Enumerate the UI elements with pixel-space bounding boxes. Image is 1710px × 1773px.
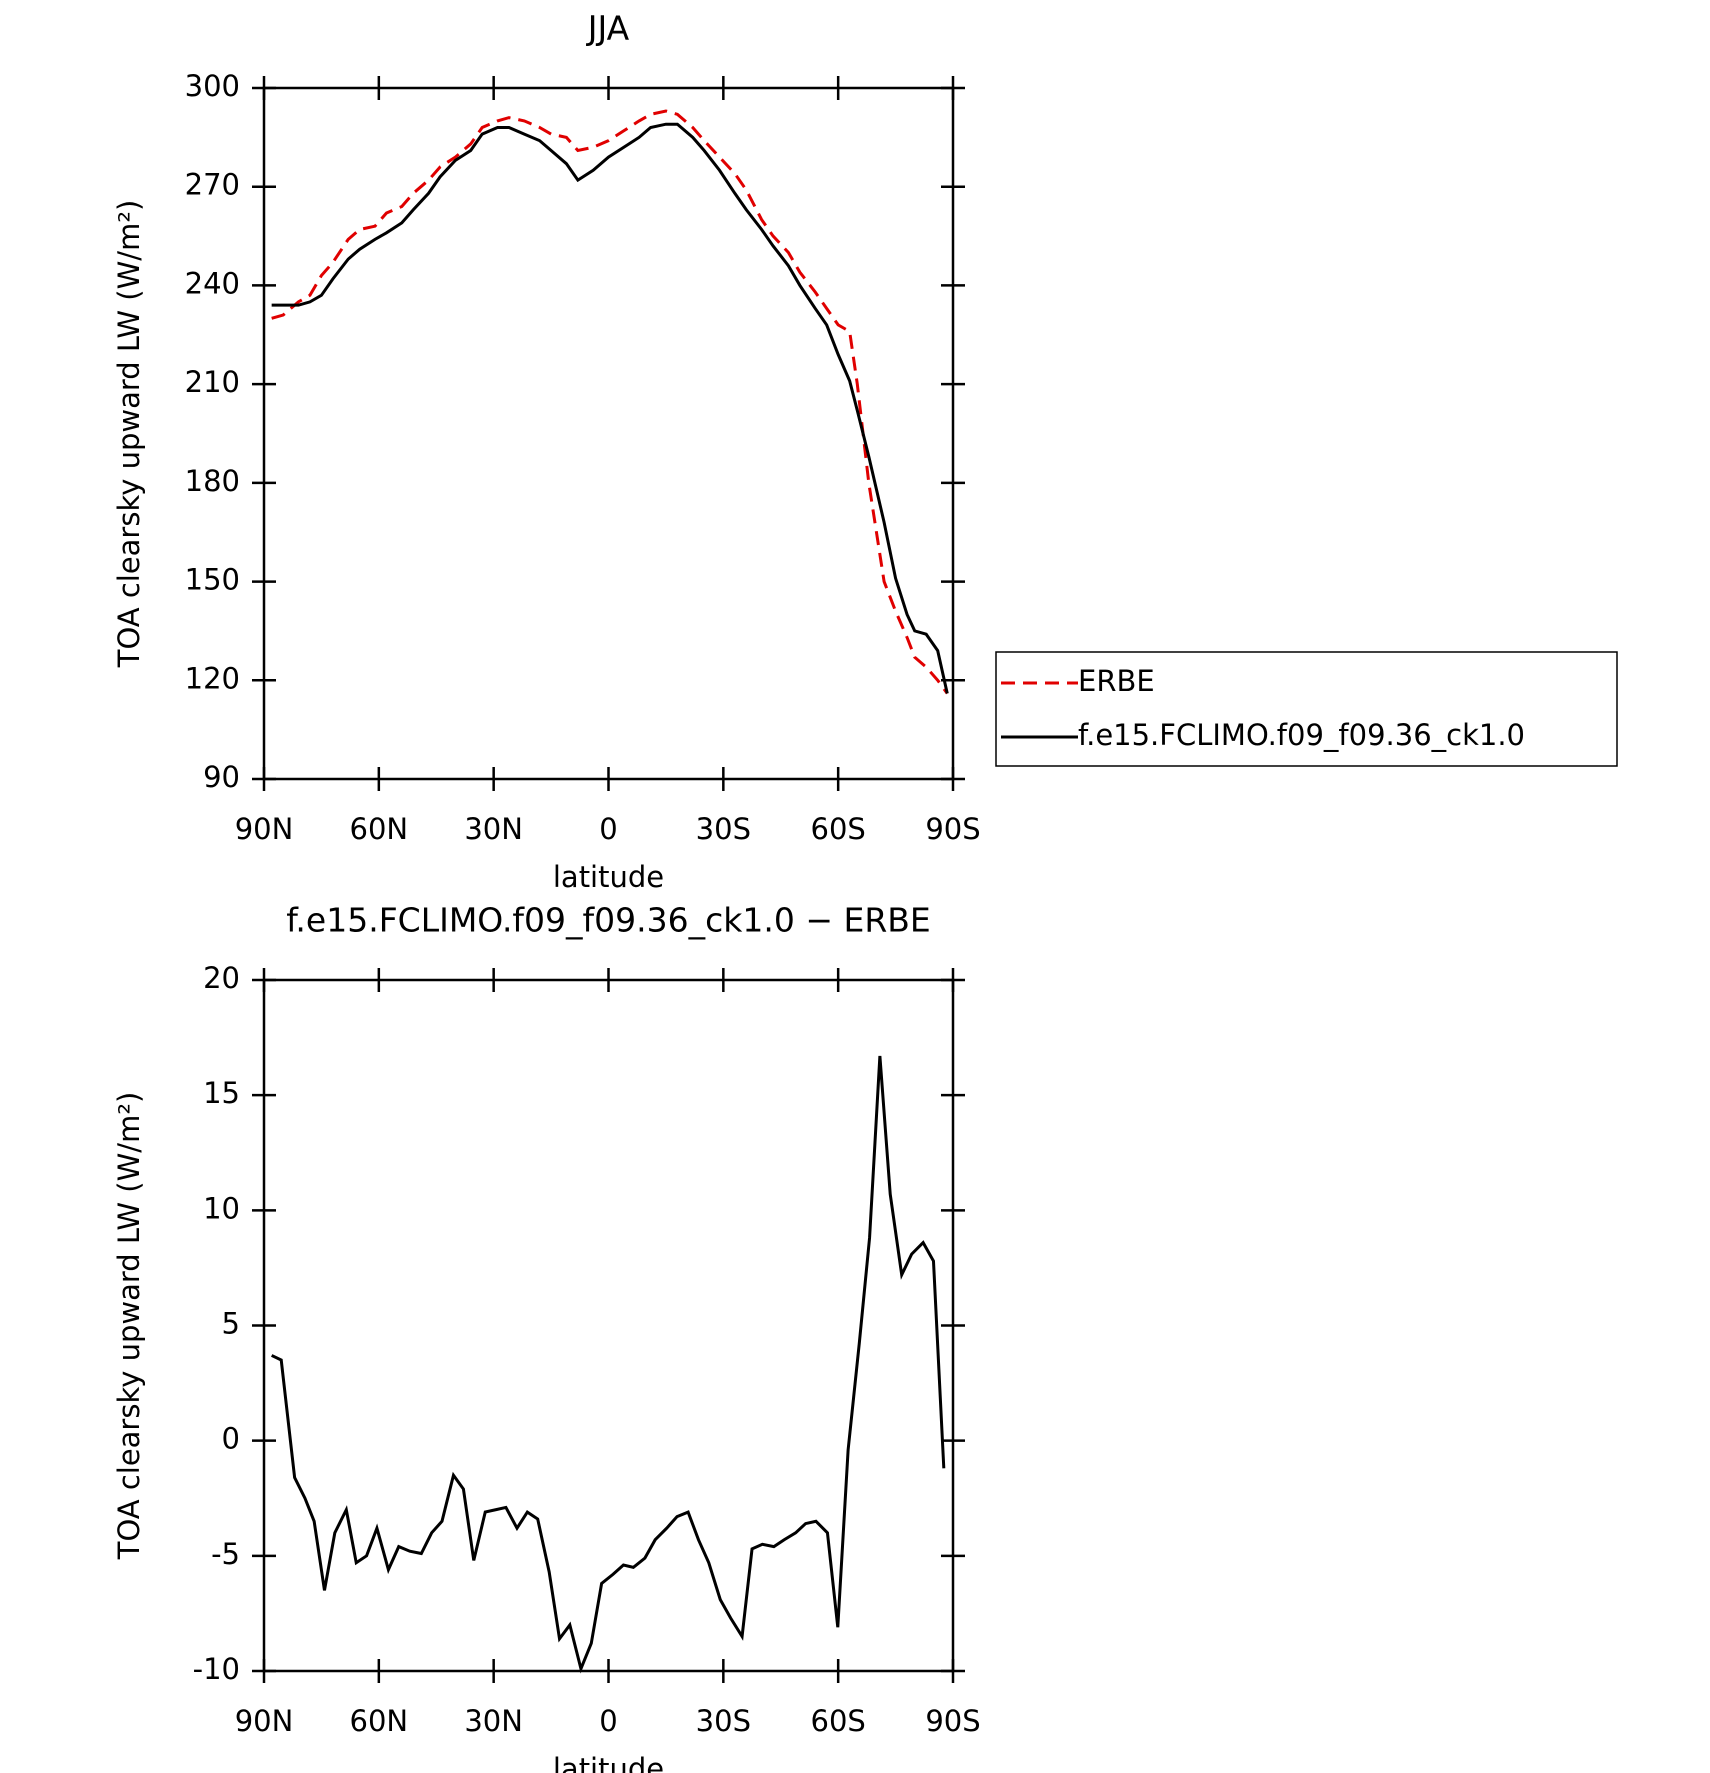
y-tick-label: 90 <box>203 760 240 794</box>
legend-label: ERBE <box>1078 664 1155 698</box>
legend-label: f.e15.FCLIMO.f09_f09.36_ck1.0 <box>1078 718 1525 752</box>
x-tick-label: 60N <box>350 1704 409 1738</box>
y-tick-label: 15 <box>203 1076 240 1110</box>
x-axis-label: latitude <box>553 860 664 894</box>
y-tick-label: -5 <box>211 1537 240 1571</box>
x-tick-label: 90S <box>925 1704 980 1738</box>
y-tick-label: 150 <box>185 563 240 597</box>
y-axis-label: TOA clearsky upward LW (W/m²) <box>112 1092 146 1561</box>
x-tick-label: 90S <box>925 812 980 846</box>
x-axis-label: latitude <box>553 1752 664 1773</box>
x-tick-label: 60S <box>811 812 866 846</box>
x-tick-label: 30N <box>464 1704 523 1738</box>
plot-frame <box>262 978 955 1673</box>
x-tick-label: 0 <box>599 1704 617 1738</box>
y-tick-label: 20 <box>203 961 240 995</box>
x-tick-label: 60N <box>350 812 409 846</box>
x-tick-label: 30S <box>696 812 751 846</box>
data-line <box>271 1055 946 1674</box>
y-tick-label: 10 <box>203 1191 240 1225</box>
y-tick-label: 270 <box>185 168 240 202</box>
x-tick-label: 30N <box>464 812 523 846</box>
data-line <box>271 122 949 694</box>
plot-frame <box>262 86 955 781</box>
y-tick-label: 5 <box>222 1307 240 1341</box>
x-tick-label: 90N <box>235 812 294 846</box>
data-line <box>271 109 949 695</box>
y-tick-label: 180 <box>185 464 240 498</box>
y-tick-label: 300 <box>185 69 240 103</box>
y-tick-label: -10 <box>193 1652 240 1686</box>
legend-box <box>995 651 1618 767</box>
y-tick-label: 0 <box>222 1422 240 1456</box>
x-tick-label: 0 <box>599 812 617 846</box>
x-tick-label: 60S <box>811 1704 866 1738</box>
y-tick-label: 120 <box>185 661 240 695</box>
y-axis-label: TOA clearsky upward LW (W/m²) <box>112 200 146 669</box>
x-tick-label: 30S <box>696 1704 751 1738</box>
chart-title: JJA <box>586 9 630 48</box>
y-tick-label: 210 <box>185 365 240 399</box>
y-tick-label: 240 <box>185 266 240 300</box>
x-tick-label: 90N <box>235 1704 294 1738</box>
chart-title: f.e15.FCLIMO.f09_f09.36_ck1.0 − ERBE <box>286 901 931 940</box>
